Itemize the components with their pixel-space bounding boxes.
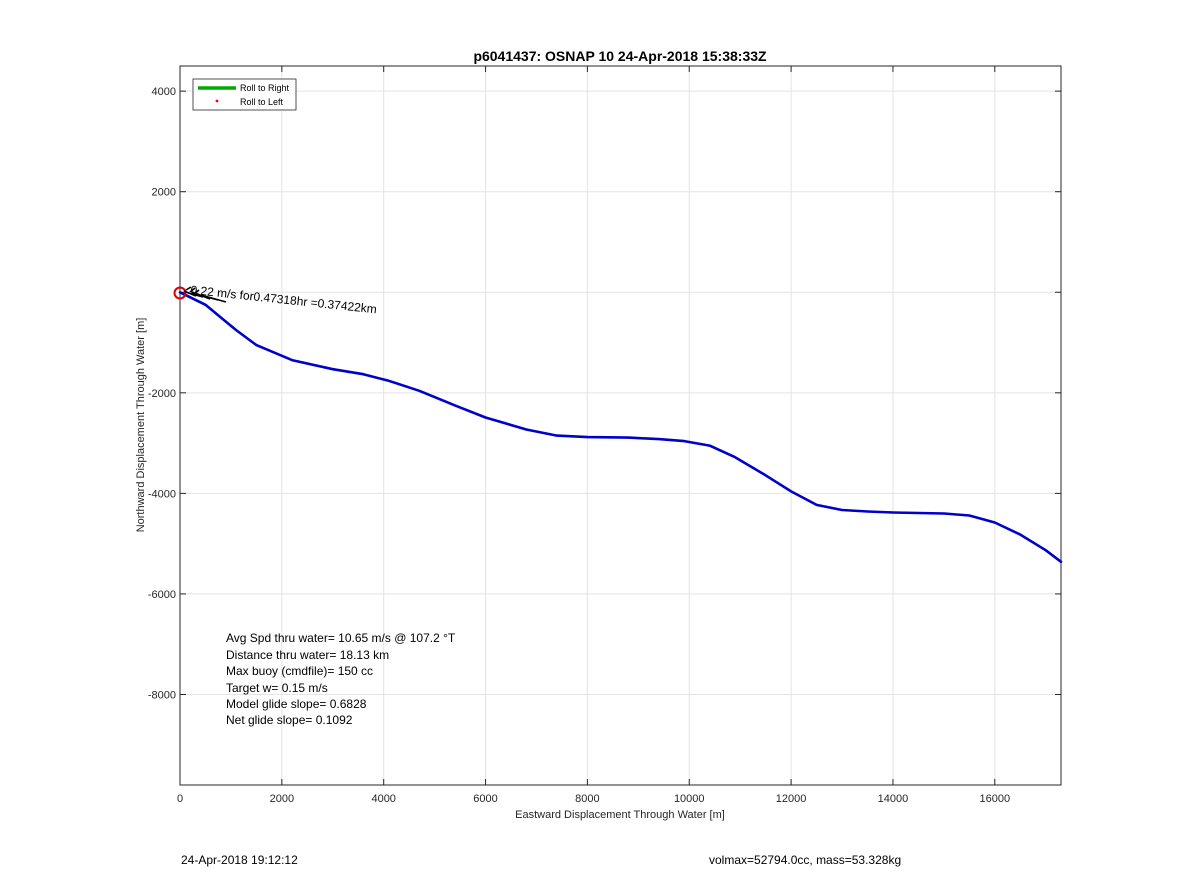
y-tick-label: -6000 bbox=[148, 589, 176, 601]
stats-distance: Distance thru water= 18.13 km bbox=[226, 648, 389, 662]
y-tick-label: -2000 bbox=[148, 388, 176, 400]
stats-model-glide: Model glide slope= 0.6828 bbox=[226, 697, 367, 711]
chart-title: p6041437: OSNAP 10 24-Apr-2018 15:38:33Z bbox=[473, 48, 767, 64]
x-tick-label: 16000 bbox=[980, 793, 1011, 805]
grid bbox=[179, 66, 1061, 785]
x-tick-labels: 0 2000 4000 6000 8000 10000 12000 14000 16000 bbox=[177, 793, 1010, 805]
start-marker bbox=[173, 286, 227, 303]
x-tick-label: 4000 bbox=[371, 793, 395, 805]
x-tick-label: 14000 bbox=[878, 793, 909, 805]
legend-dot-roll-left bbox=[215, 99, 219, 103]
legend: Roll to Right Roll to Left bbox=[192, 78, 297, 111]
stats-target-w: Target w= 0.15 m/s bbox=[226, 681, 328, 695]
x-tick-label: 12000 bbox=[776, 793, 807, 805]
start-circle bbox=[173, 286, 187, 300]
x-tick-label: 0 bbox=[177, 793, 183, 805]
stats-avg-speed: Avg Spd thru water= 10.65 m/s @ 107.2 °T bbox=[226, 631, 456, 645]
plot-area-frame bbox=[179, 65, 1062, 786]
current-arrows bbox=[183, 286, 227, 303]
x-axis-label: Eastward Displacement Through Water [m] bbox=[515, 809, 725, 821]
series-layer bbox=[178, 290, 1063, 564]
footer-vol-mass: volmax=52794.0cc, mass=53.328kg bbox=[709, 853, 901, 867]
y-tick-label: 4000 bbox=[152, 86, 176, 98]
y-tick-label: 2000 bbox=[152, 187, 176, 199]
y-tick-label: -4000 bbox=[148, 488, 176, 500]
stats-block: Avg Spd thru water= 10.65 m/s @ 107.2 °T… bbox=[226, 631, 456, 727]
x-tick-label: 6000 bbox=[473, 793, 497, 805]
legend-label-roll-right: Roll to Right bbox=[240, 83, 290, 93]
y-axis-label: Northward Displacement Through Water [m] bbox=[135, 318, 147, 533]
track-line bbox=[178, 290, 1063, 564]
stats-max-buoy: Max buoy (cmdfile)= 150 cc bbox=[226, 664, 373, 678]
x-tick-label: 10000 bbox=[674, 793, 705, 805]
x-tick-label: 2000 bbox=[270, 793, 294, 805]
legend-box bbox=[192, 78, 297, 111]
legend-label-roll-left: Roll to Left bbox=[240, 97, 284, 107]
y-tick-label: -8000 bbox=[148, 689, 176, 701]
stats-net-glide: Net glide slope= 0.1092 bbox=[226, 713, 353, 727]
y-tick-labels: -8000 -6000 -4000 -2000 2000 4000 bbox=[148, 86, 176, 701]
footer-timestamp: 24-Apr-2018 19:12:12 bbox=[181, 853, 298, 867]
x-tick-label: 8000 bbox=[575, 793, 599, 805]
axis-ticks bbox=[179, 66, 1061, 785]
